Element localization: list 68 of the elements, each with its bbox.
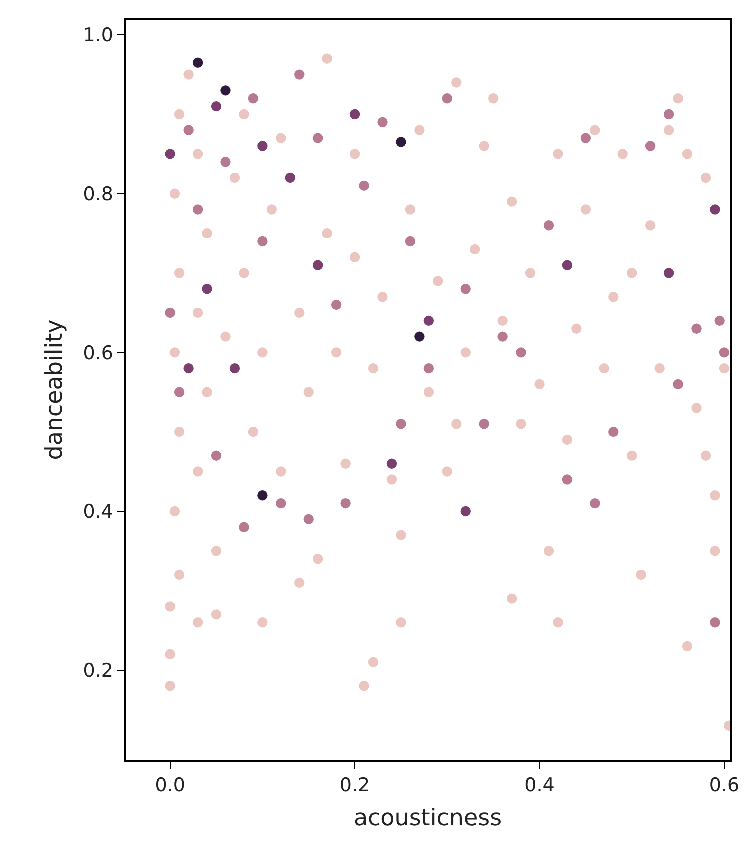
- y-tick-label: 0.4: [83, 501, 114, 524]
- point: [404, 236, 416, 248]
- point: [395, 418, 408, 430]
- point: [192, 56, 204, 69]
- point: [460, 506, 472, 518]
- point: [275, 498, 288, 510]
- x-axis-title: acousticness: [354, 806, 502, 832]
- point: [238, 521, 250, 534]
- point: [423, 315, 435, 327]
- x-tick-label: 0.4: [524, 774, 555, 797]
- point: [210, 100, 222, 112]
- point: [248, 92, 260, 105]
- point: [460, 283, 472, 296]
- x-tick-label: 0.0: [155, 774, 186, 797]
- x-tick-label: 0.2: [340, 774, 370, 797]
- point: [496, 330, 509, 343]
- x-tick-label: 0.6: [709, 774, 740, 797]
- point: [714, 315, 726, 327]
- y-tick-label: 0.8: [83, 184, 114, 206]
- point: [395, 136, 408, 148]
- point: [709, 616, 722, 629]
- point: [663, 267, 675, 280]
- point: [229, 362, 241, 374]
- point: [478, 418, 490, 430]
- point: [672, 378, 684, 390]
- point: [164, 307, 176, 319]
- point: [256, 140, 269, 152]
- point: [608, 426, 620, 438]
- y-tick-label: 0.2: [83, 660, 114, 682]
- point: [174, 386, 186, 398]
- point: [690, 322, 703, 335]
- point: [386, 458, 398, 470]
- point: [515, 346, 528, 359]
- point: [441, 92, 454, 105]
- point: [210, 450, 222, 462]
- point: [663, 108, 675, 120]
- point: [580, 132, 592, 144]
- point: [562, 259, 574, 272]
- point: [414, 330, 426, 343]
- point: [349, 108, 361, 120]
- point: [192, 204, 204, 216]
- point: [182, 362, 195, 374]
- point: [358, 180, 370, 192]
- point: [201, 283, 214, 296]
- point: [294, 68, 306, 81]
- point: [312, 132, 324, 144]
- point: [340, 498, 352, 510]
- point: [220, 156, 232, 168]
- point: [330, 299, 342, 311]
- y-tick-label: 1.0: [83, 24, 114, 47]
- point: [182, 124, 195, 136]
- point: [589, 498, 602, 510]
- point: [164, 148, 176, 160]
- point: [256, 236, 269, 248]
- point: [644, 140, 656, 152]
- point: [423, 362, 435, 374]
- point: [220, 84, 232, 97]
- point: [543, 220, 555, 232]
- point: [562, 474, 574, 486]
- y-axis-title: danceability: [42, 320, 68, 460]
- y-tick-label: 0.6: [83, 342, 114, 364]
- point: [709, 204, 722, 216]
- point: [376, 116, 389, 128]
- point: [718, 346, 730, 359]
- point: [312, 259, 324, 272]
- point: [302, 514, 315, 526]
- point: [284, 172, 296, 184]
- point: [256, 490, 269, 502]
